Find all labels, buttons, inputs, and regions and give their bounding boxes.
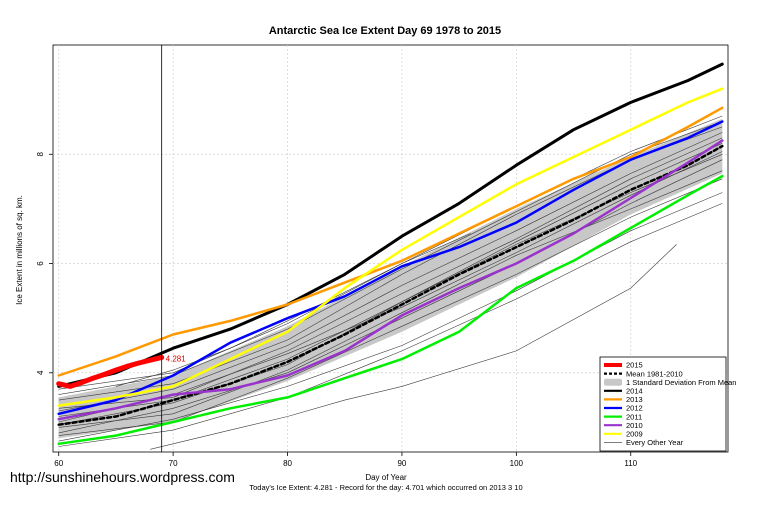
other-year-line: [150, 244, 677, 450]
legend-label: 2011: [626, 412, 642, 421]
other-year-line: [58, 137, 723, 409]
series-line-2012: [57, 120, 724, 416]
other-year-line: [58, 170, 723, 428]
other-year-line: [58, 192, 723, 442]
value-label: 4.281: [166, 354, 187, 363]
legend-label: 2012: [626, 404, 643, 413]
legend-label: 1 Standard Deviation From Mean: [626, 378, 736, 387]
series-line-2014: [57, 62, 724, 388]
y-tick-label: 4: [36, 370, 45, 375]
legend-label: 2014: [626, 387, 643, 396]
other-year-line: [115, 233, 471, 387]
legend-label: 2013: [626, 395, 643, 404]
series-line-2009: [57, 87, 724, 407]
chart-title: Antarctic Sea Ice Extent Day 69 1978 to …: [269, 25, 501, 37]
legend-label: Every Other Year: [626, 438, 684, 447]
x-tick-label: 110: [624, 459, 637, 468]
legend-swatch: [604, 378, 622, 386]
legend-label: Mean 1981-2010: [626, 369, 683, 378]
legend-label: 2009: [626, 430, 643, 439]
x-axis-label: Day of Year: [365, 473, 407, 482]
x-tick-label: 80: [283, 459, 292, 468]
other-year-line: [58, 154, 723, 417]
y-tick-label: 8: [36, 151, 45, 156]
y-tick-label: 6: [36, 261, 45, 266]
other-year-line: [58, 159, 723, 434]
x-tick-label: 90: [397, 459, 406, 468]
x-tick-label: 70: [169, 459, 178, 468]
other-year-line: [58, 203, 723, 447]
series-line-2011: [57, 174, 724, 446]
record-footer: Today's Ice Extent: 4.281 - Record for t…: [249, 483, 522, 492]
series-line-mean-1981-2010: [57, 144, 724, 426]
other-year-line: [58, 132, 723, 412]
series-line-2010: [57, 139, 724, 421]
watermark: http://sunshinehours.wordpress.com: [10, 469, 235, 485]
legend-label: 2015: [626, 361, 643, 370]
plot-area: 4.281 60 70 80 90 100 110 4 6 8: [36, 44, 729, 468]
series-line-2013: [57, 106, 724, 377]
legend-label: 2010: [626, 421, 643, 430]
y-axis-label: Ice Extent in millions of sq. km.: [15, 195, 24, 305]
series-line-2015: [56, 354, 165, 389]
x-tick-label: 100: [510, 459, 524, 468]
x-tick-label: 60: [54, 459, 63, 468]
